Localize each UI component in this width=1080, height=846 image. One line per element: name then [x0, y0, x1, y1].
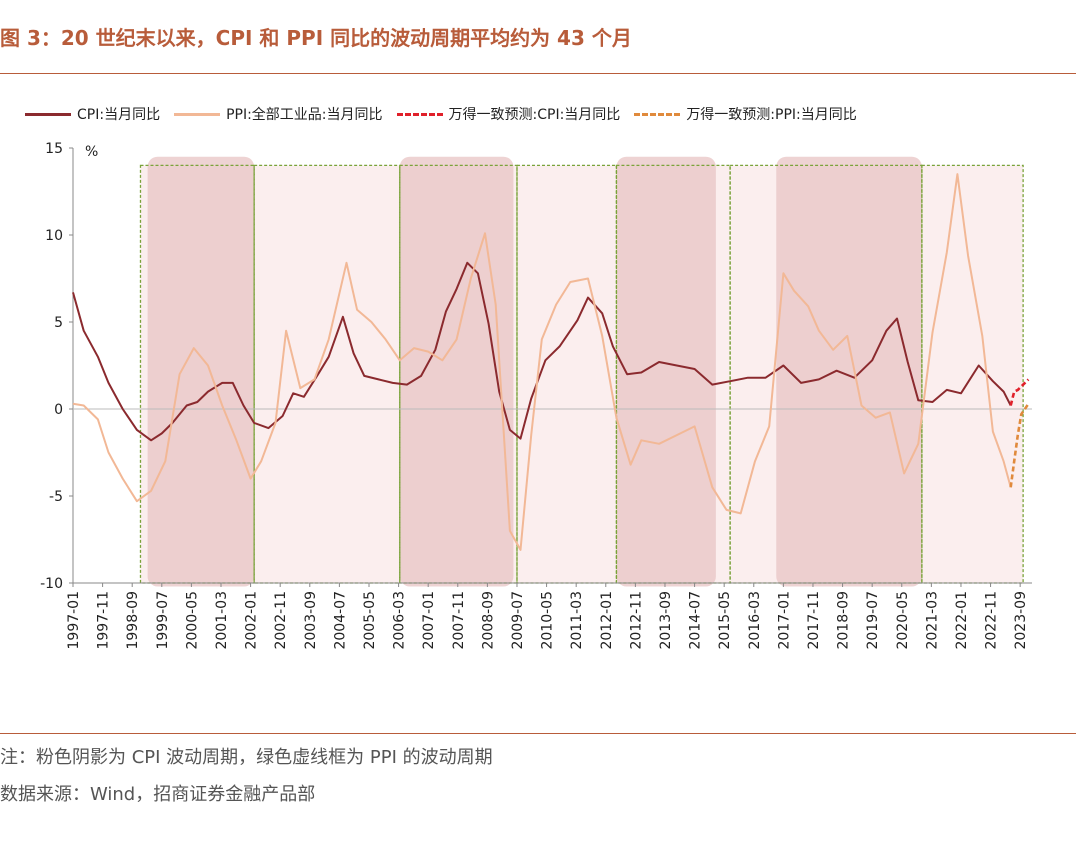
x-tick-label: 2007-11 — [451, 591, 467, 650]
title-rule — [0, 73, 1076, 74]
x-tick-label: 2021-03 — [924, 591, 940, 650]
cpi-cycle-shade-0 — [147, 156, 255, 587]
chart-series — [72, 173, 1030, 551]
legend-item-cpi: CPI:当月同比 — [25, 104, 160, 124]
series-line-2 — [1009, 378, 1030, 406]
series-line-0 — [72, 261, 1012, 442]
legend-swatch-ppi-forecast — [634, 112, 681, 116]
x-tick-label: 2005-05 — [362, 591, 378, 650]
legend-swatch-cpi — [25, 112, 71, 116]
x-tick-label: 2018-09 — [836, 591, 852, 650]
x-tick-label: 1998-09 — [125, 591, 141, 650]
x-tick-label: 2023-09 — [1013, 591, 1029, 650]
legend-item-ppi-forecast: 万得一致预测:PPI:当月同比 — [634, 104, 857, 124]
chart-tick-labels: -10 -5 0 5 10 15 % 1997-01 1997-11 1998-09 1999-07… — [40, 141, 1029, 650]
x-tick-label: 2017-11 — [806, 591, 822, 650]
x-tick-label: 2015-05 — [717, 591, 733, 650]
x-tick-label: 2022-01 — [954, 591, 970, 650]
series-line-3 — [1009, 403, 1030, 488]
x-tick-label: 2009-07 — [510, 591, 526, 650]
legend-label-ppi-forecast: 万得一致预测:PPI:当月同比 — [686, 107, 857, 123]
cpi-cycle-shade-1 — [399, 156, 514, 587]
x-tick-label: 2013-09 — [658, 591, 674, 650]
cpi-cycle-shade-3 — [776, 156, 922, 587]
x-tick-label: 2017-01 — [776, 591, 792, 650]
x-tick-label: 2008-09 — [480, 591, 496, 650]
x-tick-label: 2000-05 — [184, 591, 200, 650]
ppi-cycle-box-6 — [921, 164, 1024, 584]
cpi-cycle-shade-2 — [616, 156, 716, 587]
x-tick-label: 2020-05 — [895, 591, 911, 650]
y-tick-label: -10 — [40, 576, 63, 592]
chart-note: 注：粉色阴影为 CPI 波动周期，绿色虚线框为 PPI 的波动周期 — [0, 747, 493, 768]
x-tick-label: 1999-07 — [155, 591, 171, 650]
x-tick-label: 2007-01 — [421, 591, 437, 650]
y-tick-label: -5 — [49, 489, 63, 505]
x-tick-label: 2002-01 — [244, 591, 260, 650]
x-tick-label: 1997-11 — [96, 591, 112, 650]
ppi-cycle-bg-3 — [516, 165, 617, 583]
x-tick-label: 2022-11 — [984, 591, 1000, 650]
x-tick-label: 2011-03 — [569, 591, 585, 650]
x-tick-label: 2019-07 — [865, 591, 881, 650]
cpi-cycle-shades — [140, 156, 1024, 587]
x-tick-label: 2001-03 — [214, 591, 230, 650]
ppi-cycle-bg-1 — [254, 165, 400, 583]
y-tick-label: 15 — [45, 141, 63, 157]
legend-label-cpi-forecast: 万得一致预测:CPI:当月同比 — [448, 107, 621, 123]
x-tick-label: 1997-01 — [66, 591, 82, 650]
x-tick-label: 2014-07 — [688, 591, 704, 650]
line-chart: -10 -5 0 5 10 15 % 1997-01 1997-11 1998-09 1999-07… — [40, 141, 1032, 650]
x-tick-label: 2006-03 — [392, 591, 408, 650]
legend-item-cpi-forecast: 万得一致预测:CPI:当月同比 — [396, 104, 621, 124]
y-tick-label: 5 — [54, 315, 63, 331]
legend-swatch-cpi-forecast — [396, 112, 443, 116]
y-tick-label: 10 — [45, 228, 63, 244]
legend-label-cpi: CPI:当月同比 — [77, 107, 161, 123]
x-tick-label: 2002-11 — [273, 591, 289, 650]
x-tick-label: 2004-07 — [332, 591, 348, 650]
x-tick-label: 2016-03 — [747, 591, 763, 650]
legend-label-ppi: PPI:全部工业品:当月同比 — [226, 107, 383, 123]
x-tick-label: 2010-05 — [540, 591, 556, 650]
y-tick-label: 0 — [54, 402, 63, 418]
series-line-1 — [72, 173, 1012, 551]
x-tick-label: 2012-01 — [599, 591, 615, 650]
figure-title: 图 3：20 世纪末以来，CPI 和 PPI 同比的波动周期平均约为 43 个月 — [0, 26, 632, 50]
y-unit-label: % — [85, 144, 98, 160]
legend-swatch-ppi — [174, 112, 221, 116]
legend-item-ppi: PPI:全部工业品:当月同比 — [174, 104, 383, 124]
data-source: 数据来源：Wind，招商证券金融产品部 — [0, 784, 316, 805]
chart-legend: CPI:当月同比 PPI:全部工业品:当月同比 万得一致预测:CPI:当月同比 … — [25, 102, 871, 126]
x-tick-label: 2012-11 — [628, 591, 644, 650]
chart-axes — [69, 147, 1032, 587]
footer-rule — [0, 733, 1076, 734]
x-tick-label: 2003-09 — [303, 591, 319, 650]
